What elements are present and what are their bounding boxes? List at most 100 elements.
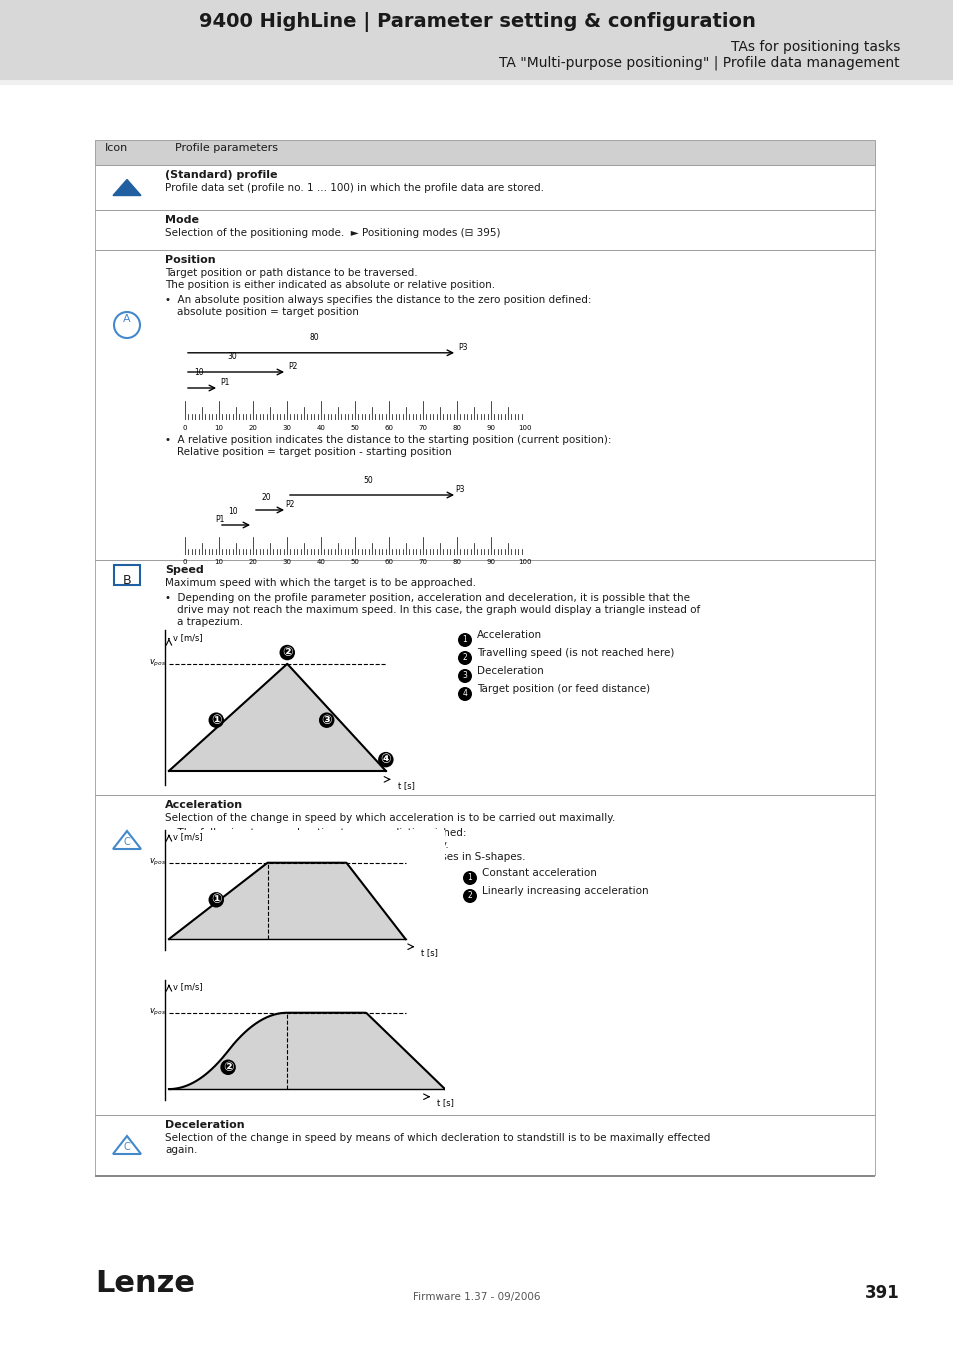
Text: Position: Position — [165, 255, 215, 265]
Bar — [95, 1174, 874, 1177]
Text: Deceleration: Deceleration — [165, 1120, 244, 1130]
Text: The position is either indicated as absolute or relative position.: The position is either indicated as abso… — [165, 279, 495, 290]
Text: P2: P2 — [285, 500, 294, 509]
Text: 10: 10 — [193, 369, 203, 377]
Circle shape — [457, 670, 472, 683]
Circle shape — [457, 651, 472, 666]
Text: •  Depending on the profile parameter position, acceleration and deceleration, i: • Depending on the profile parameter pos… — [165, 593, 689, 603]
Text: 4: 4 — [462, 690, 467, 698]
Text: drive may not reach the maximum speed. In this case, the graph would display a t: drive may not reach the maximum speed. I… — [177, 605, 700, 616]
Text: 2: 2 — [467, 891, 472, 900]
Text: 10: 10 — [214, 425, 223, 431]
Text: Icon: Icon — [105, 143, 128, 153]
Text: P1: P1 — [220, 378, 230, 387]
Text: again.: again. — [165, 1145, 197, 1156]
Text: Travelling speed (is not reached here): Travelling speed (is not reached here) — [476, 648, 674, 657]
Text: 20: 20 — [249, 559, 257, 566]
Text: 40: 40 — [316, 425, 325, 431]
Text: 10: 10 — [214, 559, 223, 566]
Text: Mode: Mode — [165, 215, 199, 225]
Text: •  A relative position indicates the distance to the starting position (current : • A relative position indicates the dist… — [165, 435, 611, 446]
Bar — [95, 211, 874, 250]
Text: 60: 60 — [384, 559, 393, 566]
Text: 70: 70 — [418, 425, 427, 431]
Bar — [113, 566, 140, 585]
Circle shape — [457, 687, 472, 701]
Polygon shape — [169, 863, 405, 940]
Text: Deceleration: Deceleration — [476, 666, 543, 676]
Text: ②: ② — [282, 647, 293, 659]
Text: 1: 1 — [462, 636, 467, 644]
Text: P1: P1 — [215, 514, 225, 524]
Text: 20: 20 — [249, 425, 257, 431]
Text: ③: ③ — [321, 714, 332, 726]
Text: Acceleration: Acceleration — [165, 801, 243, 810]
Text: $v_{pos}$: $v_{pos}$ — [149, 857, 166, 868]
Text: ②: ② — [223, 1061, 233, 1073]
Text: Target position or path distance to be traversed.: Target position or path distance to be t… — [165, 269, 417, 278]
Text: –Linearly increasing acceleration: The speed increases in S-shapes.: –Linearly increasing acceleration: The s… — [172, 852, 525, 863]
Text: 100: 100 — [517, 425, 531, 431]
Text: 90: 90 — [486, 559, 495, 566]
Text: Lenze: Lenze — [95, 1269, 194, 1297]
Text: Relative position = target position - starting position: Relative position = target position - st… — [177, 447, 452, 458]
Text: 100: 100 — [517, 559, 531, 566]
Text: Selection of the change in speed by means of which decleration to standstill is : Selection of the change in speed by mean… — [165, 1133, 710, 1143]
Text: C: C — [124, 1142, 131, 1152]
Bar — [95, 560, 874, 795]
Text: ①: ① — [211, 714, 221, 726]
Text: (Standard) profile: (Standard) profile — [165, 170, 277, 180]
Text: Acceleration: Acceleration — [476, 630, 541, 640]
Text: 30: 30 — [282, 425, 292, 431]
Text: 40: 40 — [316, 559, 325, 566]
Text: A: A — [123, 315, 131, 324]
Text: 70: 70 — [418, 559, 427, 566]
Text: v [m/s]: v [m/s] — [172, 983, 202, 991]
Text: –Constant acceleration: the speed increases linearly.: –Constant acceleration: the speed increa… — [172, 840, 448, 850]
Circle shape — [462, 890, 476, 903]
Text: 80: 80 — [452, 425, 461, 431]
Text: a trapezium.: a trapezium. — [177, 617, 243, 626]
Text: Constant acceleration: Constant acceleration — [481, 868, 597, 878]
Bar — [95, 1115, 874, 1174]
Text: 50: 50 — [350, 559, 359, 566]
Text: 80: 80 — [309, 333, 318, 342]
Text: 9400 HighLine | Parameter setting & configuration: 9400 HighLine | Parameter setting & conf… — [198, 12, 755, 32]
Text: absolute position = target position: absolute position = target position — [177, 306, 358, 317]
Text: Firmware 1.37 - 09/2006: Firmware 1.37 - 09/2006 — [413, 1292, 540, 1301]
Text: •  The following two acceleration types are distinguished:: • The following two acceleration types a… — [165, 828, 466, 838]
Polygon shape — [169, 1012, 444, 1089]
Text: ④: ④ — [380, 753, 391, 767]
Text: 0: 0 — [183, 425, 187, 431]
Text: •  An absolute position always specifies the distance to the zero position defin: • An absolute position always specifies … — [165, 296, 591, 305]
Text: ①: ① — [211, 894, 221, 906]
Text: Target position (or feed distance): Target position (or feed distance) — [476, 684, 649, 694]
Text: 10: 10 — [228, 508, 237, 517]
Bar — [95, 250, 874, 560]
Text: Speed: Speed — [165, 566, 204, 575]
Text: v [m/s]: v [m/s] — [172, 832, 202, 841]
Text: 391: 391 — [864, 1284, 899, 1301]
Text: C: C — [124, 837, 131, 846]
Text: Selection of the positioning mode.  ► Positioning modes (⊟ 395): Selection of the positioning mode. ► Pos… — [165, 228, 500, 238]
Text: t [s]: t [s] — [397, 780, 415, 790]
Text: 1: 1 — [467, 873, 472, 883]
Text: 50: 50 — [350, 425, 359, 431]
Text: P3: P3 — [455, 485, 464, 494]
Text: t [s]: t [s] — [436, 1098, 454, 1107]
Circle shape — [462, 871, 476, 886]
Text: TAs for positioning tasks: TAs for positioning tasks — [730, 40, 899, 54]
Text: Maximum speed with which the target is to be approached.: Maximum speed with which the target is t… — [165, 578, 476, 589]
Text: 2: 2 — [462, 653, 467, 663]
Bar — [95, 140, 874, 165]
Text: $v_{pos}$: $v_{pos}$ — [149, 1007, 166, 1018]
Text: $v_{pos}$: $v_{pos}$ — [149, 659, 166, 670]
Text: 0: 0 — [183, 559, 187, 566]
Text: 3: 3 — [462, 671, 467, 680]
Polygon shape — [112, 180, 141, 196]
Bar — [95, 165, 874, 211]
Text: 30: 30 — [282, 559, 292, 566]
Text: t [s]: t [s] — [421, 948, 437, 957]
Polygon shape — [169, 664, 385, 771]
Bar — [95, 795, 874, 1115]
